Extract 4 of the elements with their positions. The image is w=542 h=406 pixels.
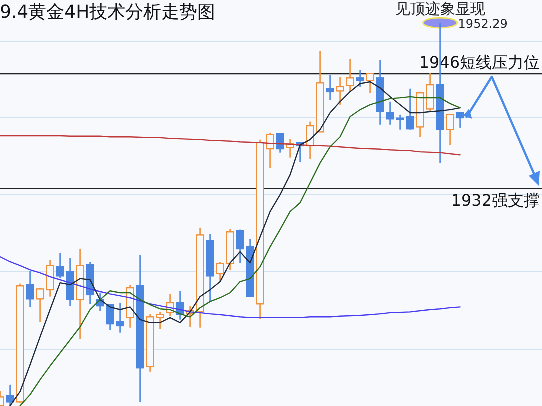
- ref-line-label: 1932强支撑: [451, 190, 540, 210]
- annotation: 1952.29: [458, 17, 508, 31]
- chart-title: 9.4黄金4H技术分析走势图: [0, 2, 216, 23]
- text: 见顶迹象显现: [395, 0, 486, 18]
